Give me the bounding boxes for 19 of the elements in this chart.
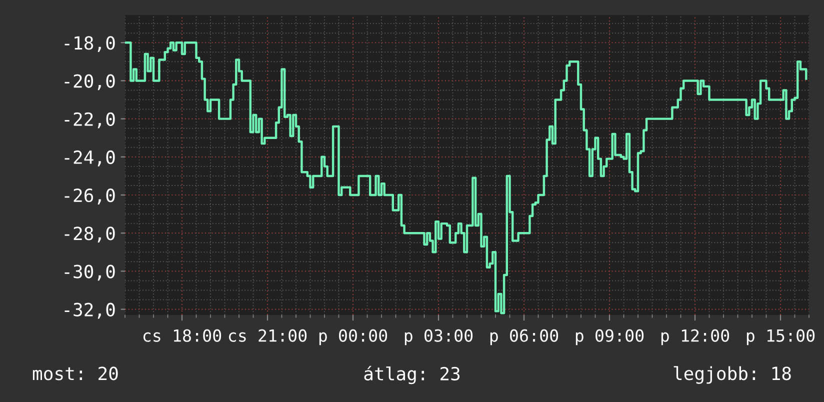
x-tick-label: p 06:00 xyxy=(490,329,558,346)
y-tick-label: -22,0 xyxy=(64,112,115,128)
y-tick-label: -24,0 xyxy=(64,150,115,166)
x-tick-label: p 00:00 xyxy=(319,329,388,346)
x-tick-label: cs 21:00 xyxy=(228,329,307,342)
x-tick-label: p 12:00 xyxy=(661,329,730,346)
text: átlag: 23 xyxy=(364,366,460,384)
x-tick-label: p 03:00 xyxy=(404,329,473,346)
y-tick-label: -18,0 xyxy=(64,36,115,52)
text: legjobb: 18 xyxy=(674,366,791,384)
text: most: 20 xyxy=(32,366,118,380)
y-tick-label: -30,0 xyxy=(64,264,115,281)
x-tick-label: p 15:00 xyxy=(746,329,815,346)
y-tick-label: -20,0 xyxy=(64,74,115,90)
x-tick-label: p 09:00 xyxy=(576,329,644,346)
y-tick-label: -28,0 xyxy=(64,226,115,243)
y-tick-label: -26,0 xyxy=(64,188,115,204)
x-tick-label: cs 18:00 xyxy=(143,329,222,342)
y-tick-label: -32,0 xyxy=(64,302,115,319)
